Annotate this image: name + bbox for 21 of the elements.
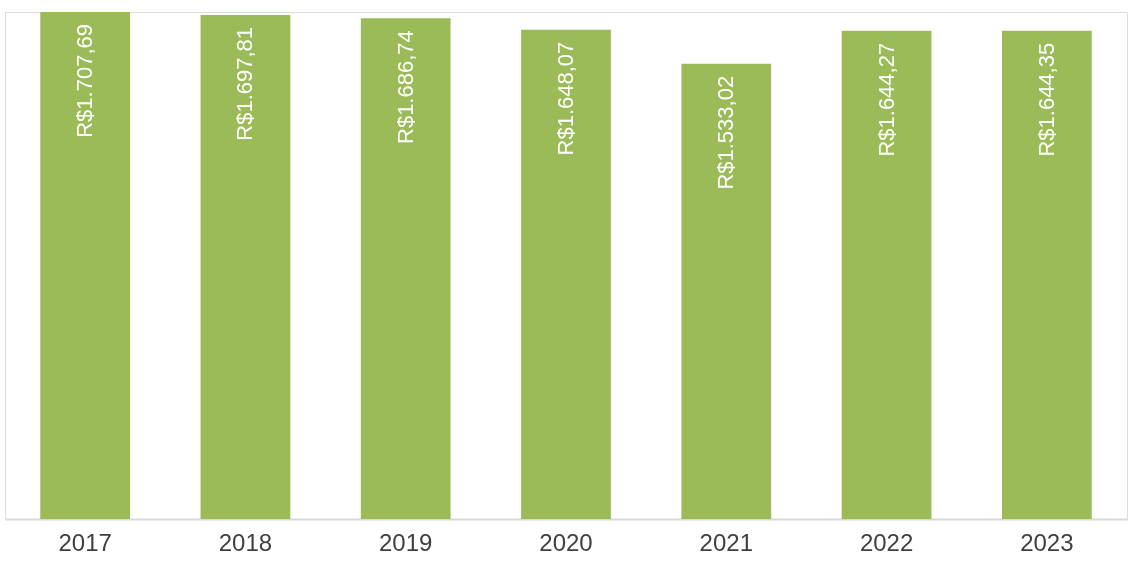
x-tick-label: 2020	[539, 528, 593, 556]
bar	[200, 14, 291, 519]
x-tick-label: 2023	[1020, 528, 1074, 556]
data-label: R$1.644,35	[1033, 42, 1059, 157]
x-tick-label: 2017	[58, 528, 112, 556]
bar	[1001, 30, 1092, 519]
x-tick-label: 2018	[218, 528, 273, 556]
data-label: R$1.644,27	[873, 42, 899, 157]
data-label: R$1.686,74	[392, 30, 418, 144]
bar	[521, 29, 611, 519]
x-tick-label: 2022	[859, 528, 914, 556]
data-label: R$1.648,07	[553, 41, 578, 156]
data-label: R$1.533,02	[713, 75, 739, 190]
x-tick-label: 2019	[379, 528, 433, 556]
bar	[841, 30, 932, 519]
data-label: R$1.707,69	[72, 24, 98, 138]
x-tick-label: 2021	[699, 528, 753, 556]
bar	[40, 12, 131, 519]
bar	[360, 18, 451, 519]
bar	[681, 63, 772, 519]
data-label: R$1.697,81	[232, 26, 258, 141]
